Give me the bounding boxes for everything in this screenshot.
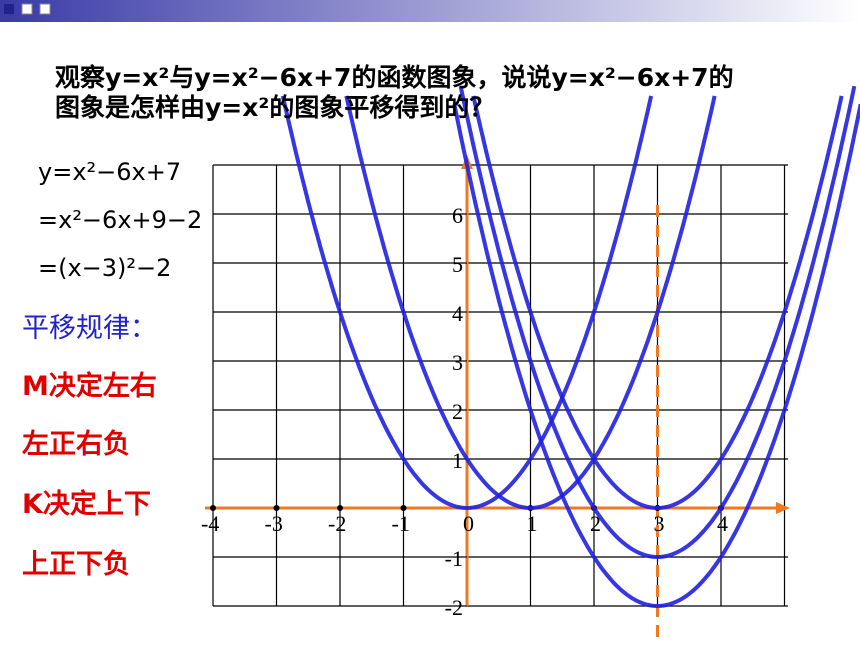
y-tick-label: 1 — [452, 448, 463, 473]
header-square — [39, 3, 51, 15]
y-tick-label: -2 — [445, 595, 463, 620]
x-tick-label: -3 — [265, 511, 283, 536]
header-bar — [0, 0, 860, 22]
x-tick — [210, 505, 216, 511]
parabola — [458, 85, 857, 560]
rule: M决定左右 — [22, 371, 157, 402]
x-tick — [400, 505, 407, 511]
x-tick-label: 4 — [717, 511, 728, 536]
derivation: =x²−6x+9−2 — [38, 206, 203, 234]
derivation: =(x−3)²−2 — [38, 254, 172, 282]
y-tick-label: 6 — [452, 203, 463, 228]
x-tick — [273, 505, 280, 511]
x-tick-label: 2 — [590, 511, 601, 536]
parabola — [471, 95, 844, 511]
rule-heading: 平移规律： — [22, 313, 157, 344]
title-line: 图象是怎样由y=x²的图象平移得到的？ — [55, 93, 495, 122]
parabola — [452, 103, 860, 609]
x-arrow — [776, 502, 790, 514]
y-tick-label: 4 — [452, 301, 463, 326]
parabola — [280, 95, 654, 511]
x-tick-label: -2 — [328, 511, 346, 536]
title-line: 观察y=x²与y=x²−6x+7的函数图象，说说y=x²−6x+7的 — [55, 63, 734, 92]
y-tick-label: 2 — [452, 399, 463, 424]
x-tick-label: 1 — [527, 511, 538, 536]
x-tick-label: 3 — [654, 511, 665, 536]
rule: K决定上下 — [22, 489, 151, 520]
header-square — [21, 3, 33, 15]
x-tick-label: -4 — [201, 511, 219, 536]
x-tick — [337, 505, 343, 511]
derivation: y=x²−6x+7 — [38, 158, 182, 186]
y-tick-label: 5 — [452, 252, 463, 277]
y-tick-label: -1 — [445, 546, 463, 571]
rule: 左正右负 — [22, 429, 130, 460]
parabola — [344, 95, 717, 511]
x-tick-label: -1 — [392, 511, 410, 536]
x-tick-label: 0 — [463, 511, 474, 536]
y-tick-label: 3 — [452, 350, 463, 375]
rule: 上正下负 — [22, 549, 130, 580]
header-square — [4, 4, 14, 14]
